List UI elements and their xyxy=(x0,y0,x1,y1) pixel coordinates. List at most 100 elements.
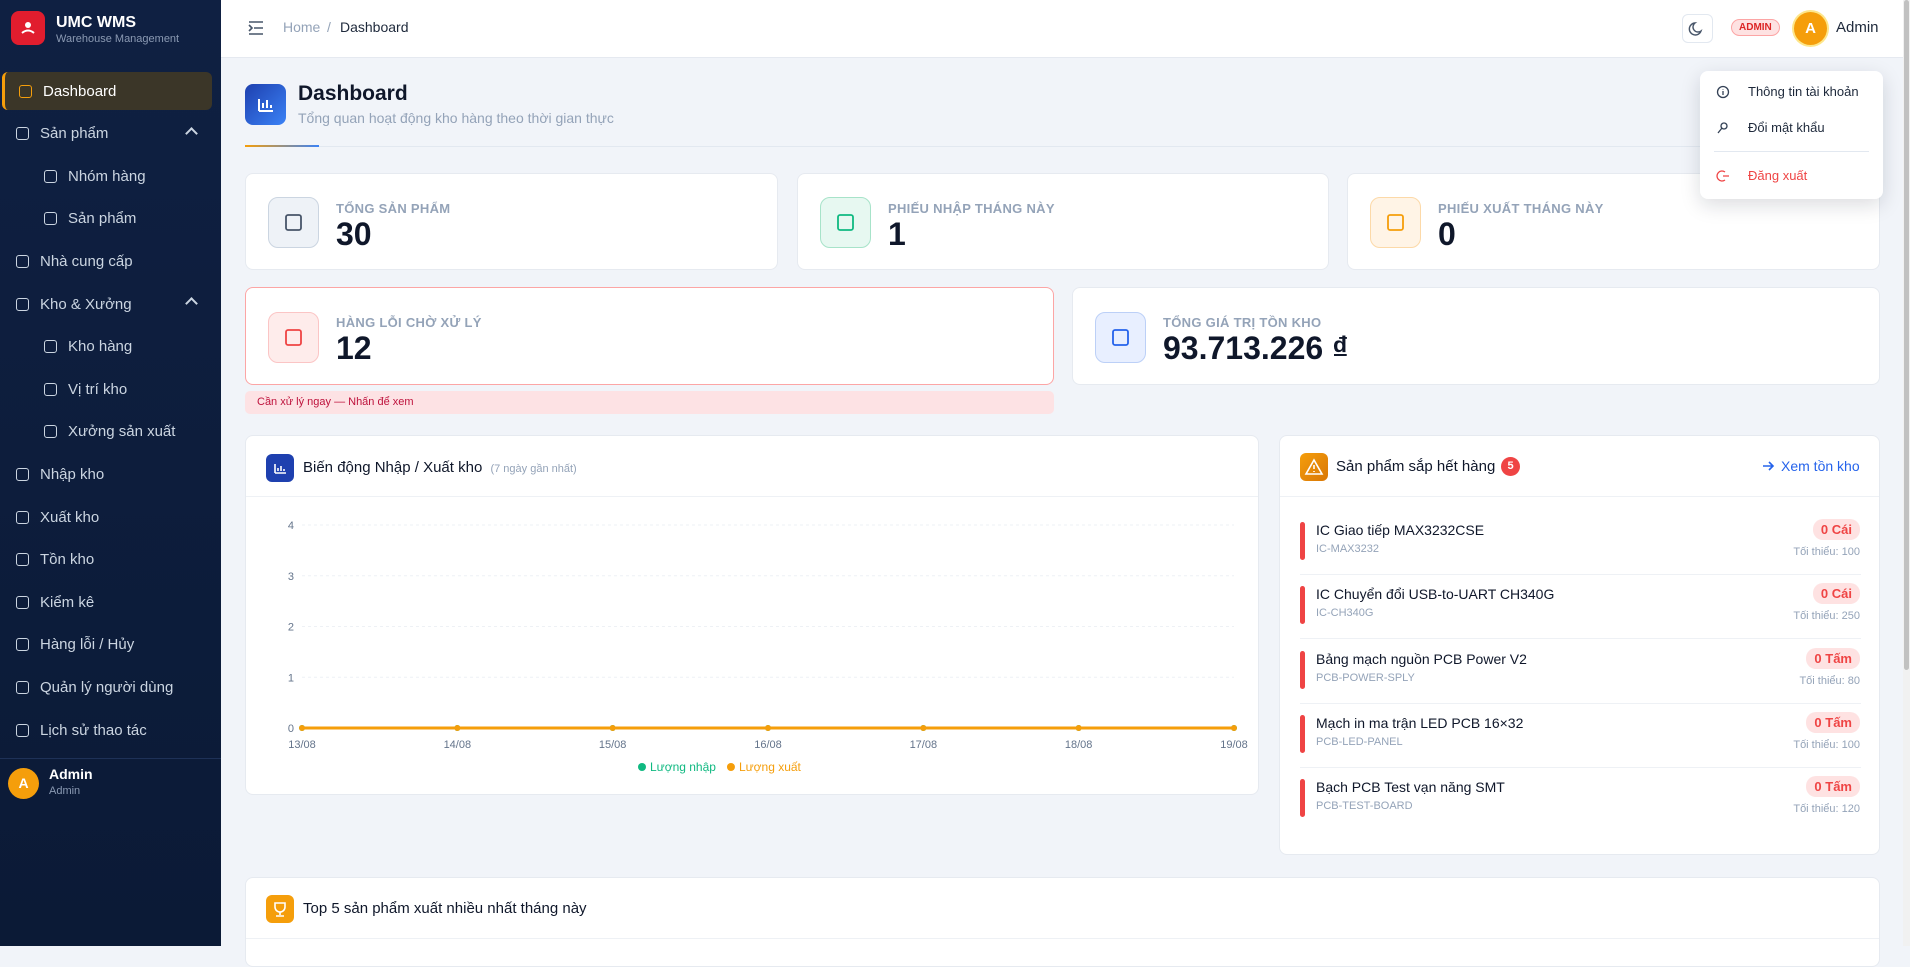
nav-subitem[interactable]: Xưởng sản xuất xyxy=(2,413,212,451)
nav-item[interactable]: Xuất kho xyxy=(2,498,212,536)
nav-icon xyxy=(44,340,57,354)
nav-item[interactable]: Quản lý người dùng xyxy=(2,668,212,706)
breadcrumb-home[interactable]: Home xyxy=(283,19,321,35)
menu-item[interactable]: Thông tin tài khoản xyxy=(1748,84,1859,99)
x-tick-label: 18/08 xyxy=(1065,739,1093,751)
stock-row xyxy=(1300,580,1861,640)
icon xyxy=(1387,214,1404,231)
nav-icon xyxy=(16,553,29,567)
avatar[interactable]: A xyxy=(1794,12,1827,45)
min-qty: Tối thiểu: 120 xyxy=(1793,803,1860,816)
qty-badge: 0 Cái xyxy=(1812,519,1860,540)
arrow-icon[interactable] xyxy=(1760,458,1776,474)
warning-icon xyxy=(1304,458,1324,475)
nav-icon xyxy=(19,84,32,98)
nav-icon xyxy=(44,212,57,226)
nav-subitem[interactable]: Vị trí kho xyxy=(2,370,212,408)
nav-label: Quản lý người dùng xyxy=(40,678,174,696)
stat-label: HÀNG LỖI CHỜ XỬ LÝ xyxy=(336,315,482,330)
stat-icon xyxy=(1370,197,1421,248)
nav-item[interactable]: Sản phẩm xyxy=(2,115,212,153)
page-title: Dashboard xyxy=(298,82,408,105)
point xyxy=(1075,725,1082,731)
nav-icon xyxy=(16,127,29,141)
icon-shape xyxy=(285,214,302,231)
item-code: IC-CH340G xyxy=(1316,607,1374,620)
logo xyxy=(11,11,45,45)
qty-badge: 0 Tấm xyxy=(1806,647,1860,669)
stat-icon xyxy=(820,197,871,248)
x-tick-label: 15/08 xyxy=(599,739,627,751)
header-user[interactable]: Admin xyxy=(1836,19,1879,36)
y-tick-label: 2 xyxy=(288,622,294,634)
nav-label: Xuất kho xyxy=(40,508,100,526)
item-name: Bạch PCB Test vạn năng SMT xyxy=(1316,779,1505,796)
nav-item[interactable]: Hàng lỗi / Hủy xyxy=(2,626,212,664)
nav-label: Nhóm hàng xyxy=(68,167,146,185)
nav-icon xyxy=(16,638,29,652)
nav-item[interactable]: Lịch sử thao tác xyxy=(2,711,212,749)
nav-icon xyxy=(44,382,57,396)
alert-text[interactable]: Cần xử lý ngay — Nhấn để xem xyxy=(257,396,414,408)
qty-badge: 0 Tấm xyxy=(1806,776,1860,798)
nav-subitem[interactable]: Nhóm hàng xyxy=(2,157,212,195)
nav-item[interactable]: Nhà cung cấp xyxy=(2,242,212,280)
item-code: PCB-POWER-SPLY xyxy=(1316,671,1415,684)
nav-label: Xưởng sản xuất xyxy=(68,423,176,441)
page-icon xyxy=(245,84,286,125)
stock-bar xyxy=(1300,779,1305,818)
x-tick-label: 13/08 xyxy=(288,739,316,751)
breadcrumb-sep: / xyxy=(327,19,331,35)
nav-subitem[interactable]: Kho hàng xyxy=(2,328,212,366)
item-code: PCB-LED-PANEL xyxy=(1316,735,1403,748)
user-menu: Thông tin tài khoản Đổi mật khẩu Đăng xu… xyxy=(1700,71,1883,199)
nav-item[interactable]: Kiểm kê xyxy=(2,583,212,621)
nav-label: Kho & Xưởng xyxy=(40,295,132,313)
nav-icon xyxy=(16,297,29,311)
chevron xyxy=(185,126,198,140)
nav-subitem[interactable]: Sản phẩm xyxy=(2,200,212,238)
stat-label: PHIẾU XUẤT THÁNG NÀY xyxy=(1438,200,1604,216)
nav-item[interactable]: Nhập kho xyxy=(2,455,212,493)
card-icon xyxy=(1300,453,1328,481)
x-tick-label: 16/08 xyxy=(754,739,782,751)
nav-item[interactable]: Dashboard xyxy=(2,72,212,110)
moon-icon xyxy=(1688,22,1703,36)
nav-label: Kho hàng xyxy=(68,338,133,356)
card-divider xyxy=(1280,496,1879,497)
item-code: PCB-TEST-BOARD xyxy=(1316,800,1413,813)
stock-row xyxy=(1300,645,1861,704)
chart-subtitle: (7 ngày gần nhất) xyxy=(490,463,577,475)
min-qty: Tối thiểu: 80 xyxy=(1799,674,1860,687)
min-qty: Tối thiểu: 100 xyxy=(1793,738,1860,751)
scroll-thumb[interactable] xyxy=(1904,0,1909,670)
stat-label: PHIẾU NHẬP THÁNG NÀY xyxy=(888,200,1055,216)
role-badge: ADMIN xyxy=(1731,19,1780,36)
alert-strip[interactable]: Cần xử lý ngay — Nhấn để xem xyxy=(245,391,1054,414)
user-role: Admin xyxy=(49,785,81,797)
stat-card: TỔNG SẢN PHẨM 30 xyxy=(245,173,778,270)
nav-icon xyxy=(16,254,29,268)
scrollbar[interactable] xyxy=(1903,0,1910,946)
x-tick-label: 17/08 xyxy=(910,739,938,751)
menu-item[interactable]: Đăng xuất xyxy=(1748,168,1808,183)
view-stock-link[interactable]: Xem tồn kho xyxy=(1781,458,1860,474)
point xyxy=(765,725,771,731)
top5-title: Top 5 sản phẩm xuất nhiều nhất tháng này xyxy=(303,900,587,917)
nav-label: Vị trí kho xyxy=(68,380,128,398)
card-divider xyxy=(246,496,1258,497)
stat-value: 30 xyxy=(336,215,372,252)
x-tick-label: 14/08 xyxy=(444,739,472,751)
nav-label: Sản phẩm xyxy=(40,125,109,143)
count-badge: 5 xyxy=(1501,457,1520,476)
menu-toggle[interactable] xyxy=(247,19,265,37)
min-qty: Tối thiểu: 250 xyxy=(1793,610,1860,623)
nav-item[interactable]: Tồn kho xyxy=(2,541,212,579)
nav-icon xyxy=(16,595,29,609)
stat-card: TỔNG GIÁ TRỊ TỒN KHO 93.713.226 ₫ xyxy=(1072,287,1880,385)
menu-item[interactable]: Đổi mật khẩu xyxy=(1748,120,1825,135)
nav-item[interactable]: Kho & Xưởng xyxy=(2,285,212,323)
theme-toggle[interactable] xyxy=(1682,14,1713,43)
